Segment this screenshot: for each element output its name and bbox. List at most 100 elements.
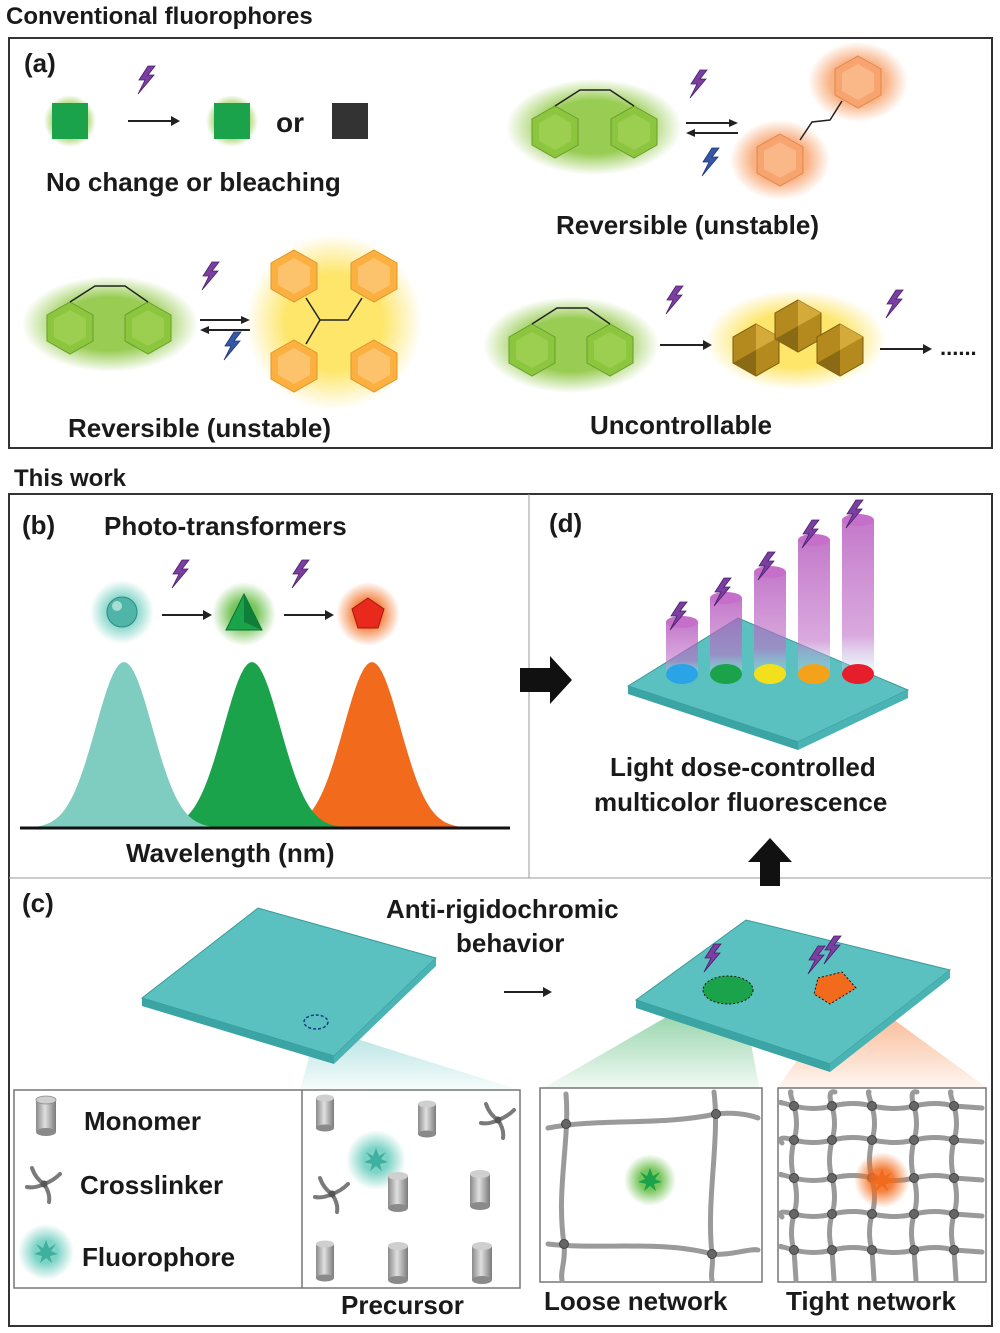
monomer-icon [470,1170,490,1210]
or-text: or [276,107,304,138]
peak-green [142,662,362,828]
green-dimer-top-right [506,79,682,175]
light-pillar [798,519,830,684]
network-node [867,1101,877,1111]
caption-reversible-1: Reversible (unstable) [556,210,819,240]
network-node [949,1101,959,1111]
network-node [909,1173,919,1183]
light-dose-pillars [666,499,874,684]
monomer-icon [418,1100,436,1138]
section-title-conventional: Conventional fluorophores [6,3,313,30]
network-node [827,1245,837,1255]
fluorophore-icon [18,1224,74,1280]
fluorescent-spot [754,664,786,684]
light-pillar [842,499,874,684]
gold-trimer [706,290,886,390]
network-node [827,1135,837,1145]
fluorophore-green-icon [624,1154,676,1206]
green-dimer-bottom-left [22,276,198,372]
right-block-arrow [520,656,572,704]
network-node [789,1245,799,1255]
lightning-icon [201,261,220,291]
panel-c-label: (c) [22,888,54,918]
peak-orange [262,662,482,828]
network-node [949,1173,959,1183]
legend-crosslinker: Crosslinker [80,1170,223,1200]
lightning-icon [665,285,684,315]
network-node [909,1135,919,1145]
monomer-icon [35,1095,57,1136]
lightning-blue-icon [701,147,720,177]
lightning-icon [291,559,310,589]
network-node [789,1101,799,1111]
section-title-this-work: This work [14,465,127,492]
network-node [827,1173,837,1183]
lightning-icon [171,559,190,589]
monomer-icon [388,1172,408,1212]
panel-a-frame [8,37,993,449]
green-square-after [206,95,258,147]
fluorescent-spot [842,664,874,684]
up-block-arrow [748,838,792,886]
network-node [789,1173,799,1183]
panel-b-title: Photo-transformers [104,511,347,541]
bleached-square [332,103,368,139]
network-node [909,1245,919,1255]
monomer-icon [316,1240,334,1282]
network-node [949,1245,959,1255]
peak-teal [14,662,234,828]
network-node [867,1135,877,1145]
caption-uncontrollable: Uncontrollable [590,410,772,440]
panel-c-title-line2: behavior [456,928,564,958]
lightning-icon [689,69,708,99]
glass-slide-precursor [140,907,437,1064]
legend-fluorophore: Fluorophore [82,1242,235,1272]
yellow-tetramer [246,234,422,410]
fluorescent-spot [798,664,830,684]
panel-d-label: (d) [549,508,582,538]
teal-sphere-icon [90,580,154,644]
red-pentagon-icon [336,582,400,646]
ellipsis: ...... [940,335,977,360]
network-node [867,1209,877,1219]
network-node [949,1209,959,1219]
green-square-before [44,95,96,147]
panel-d-caption-line2: multicolor fluorescence [594,787,887,817]
network-node [827,1101,837,1111]
lightning-icon [885,289,904,319]
network-node [827,1209,837,1219]
lightning-blue-icon [223,331,242,361]
panel-b-label: (b) [22,510,55,540]
light-pillar [666,601,698,684]
network-node [949,1135,959,1145]
network-node [909,1101,919,1111]
fluorophore-orange-icon [854,1152,910,1208]
light-pillar [710,577,742,684]
monomer-icon [316,1094,334,1132]
network-node [789,1135,799,1145]
wavelength-axis-label: Wavelength (nm) [126,838,334,868]
loose-network-caption: Loose network [544,1286,728,1316]
panel-a-label: (a) [24,48,56,78]
orange-isomer-top-right [730,42,908,200]
lightning-icon [137,65,156,95]
panel-bcd-frame [8,493,993,1327]
monomer-icon [472,1242,492,1284]
fluorescent-spot [666,664,698,684]
precursor-box [313,1094,516,1284]
network-node [867,1245,877,1255]
precursor-caption: Precursor [341,1290,464,1320]
green-triangle-icon [212,582,276,646]
fluorescent-spot [710,664,742,684]
monomer-icon [388,1242,408,1284]
network-node [909,1209,919,1219]
network-node [789,1209,799,1219]
light-pillar [754,551,786,684]
green-dimer-bottom-right [483,297,659,393]
panel-d-caption-line1: Light dose-controlled [610,752,876,782]
tight-network-caption: Tight network [786,1286,957,1316]
caption-reversible-2: Reversible (unstable) [68,413,331,443]
panel-c-title-line1: Anti-rigidochromic [386,894,619,924]
legend-monomer: Monomer [84,1106,201,1136]
